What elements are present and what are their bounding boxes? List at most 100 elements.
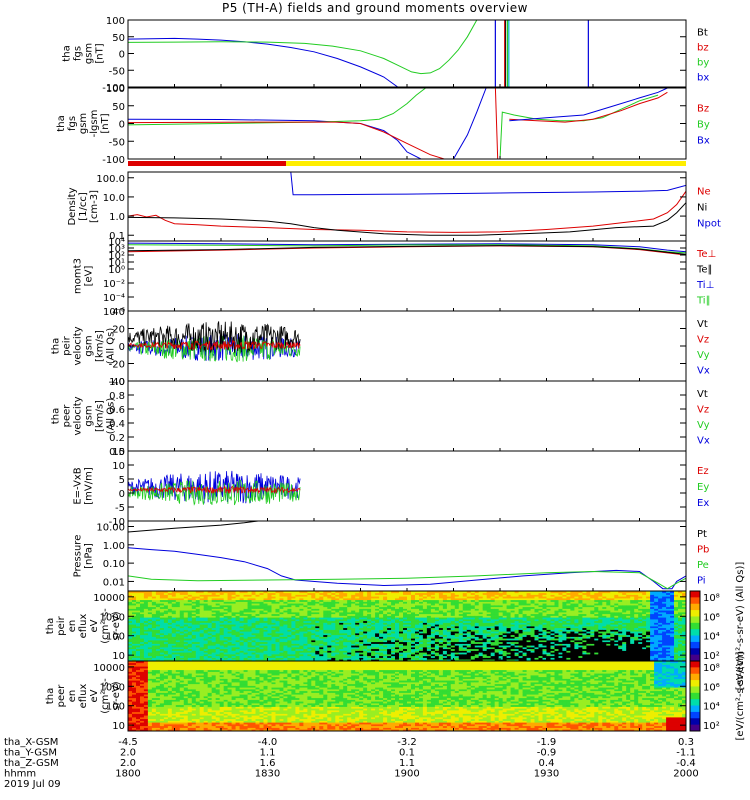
- heatmap-cell: [315, 622, 320, 625]
- heatmap-cell: [462, 633, 468, 636]
- heatmap-cell: [140, 619, 145, 622]
- heatmap-cell: [419, 626, 424, 629]
- heatmap-cell: [403, 615, 408, 618]
- heatmap-cell: [363, 599, 368, 602]
- heatmap-cell: [419, 629, 424, 632]
- heatmap-cell: [331, 592, 336, 595]
- heatmap-cell: [155, 652, 161, 655]
- heatmap-cell: [522, 596, 527, 599]
- heatmap-cell: [546, 619, 551, 622]
- heatmap-cell: [538, 617, 543, 620]
- heatmap-cell: [403, 627, 408, 630]
- heatmap-cell: [558, 626, 563, 629]
- heatmap-cell: [315, 617, 320, 620]
- heatmap-cell: [426, 652, 432, 655]
- heatmap-cell: [259, 655, 264, 658]
- heatmap-cell: [518, 629, 523, 632]
- heatmap-cell: [462, 634, 468, 637]
- heatmap-cell: [167, 606, 173, 609]
- heatmap-cell: [466, 655, 472, 658]
- heatmap-cell: [482, 648, 488, 651]
- heatmap-cell: [132, 652, 137, 655]
- heatmap-cell: [347, 640, 352, 643]
- heatmap-cell: [375, 626, 380, 629]
- heatmap-cell: [179, 612, 185, 615]
- heatmap-cell: [530, 645, 535, 648]
- heatmap-cell: [191, 643, 197, 646]
- legend-entry: Npot: [697, 219, 721, 230]
- heatmap-cell: [407, 638, 412, 641]
- heatmap-cell: [518, 640, 523, 643]
- heatmap-cell: [566, 596, 571, 599]
- heatmap-cell: [526, 634, 531, 637]
- heatmap-cell: [407, 655, 412, 658]
- heatmap-cell: [530, 591, 535, 594]
- heatmap-cell: [247, 596, 252, 599]
- heatmap-cell: [395, 605, 400, 608]
- heatmap-cell: [183, 608, 189, 611]
- heatmap-cell: [434, 617, 440, 620]
- heatmap-cell: [163, 598, 169, 601]
- heatmap-cell: [450, 633, 456, 636]
- heatmap-cell: [143, 647, 149, 650]
- heatmap-cell: [446, 647, 452, 650]
- heatmap-cell: [343, 612, 348, 615]
- heatmap-cell: [347, 606, 352, 609]
- heatmap-cell: [558, 603, 563, 606]
- series-Tepar: [128, 245, 686, 255]
- heatmap-cell: [171, 619, 177, 622]
- y-tick-label: 1.00: [103, 541, 125, 552]
- heatmap-cell: [235, 638, 240, 641]
- heatmap-cell: [582, 624, 587, 627]
- heatmap-cell: [379, 650, 384, 653]
- heatmap-cell: [215, 617, 221, 620]
- heatmap-cell: [518, 655, 523, 658]
- heatmap-cell: [195, 645, 201, 648]
- heatmap-cell: [283, 615, 288, 618]
- heatmap-cell: [582, 645, 587, 648]
- heatmap-cell: [128, 636, 133, 639]
- heatmap-cell: [442, 627, 448, 630]
- heatmap-cell: [215, 626, 221, 629]
- heatmap-cell: [474, 612, 480, 615]
- heatmap-cell: [275, 606, 280, 609]
- heatmap-cell: [231, 657, 236, 660]
- heatmap-cell: [187, 603, 193, 606]
- heatmap-cell: [323, 657, 328, 660]
- heatmap-cell: [140, 626, 145, 629]
- heatmap-cell: [395, 598, 400, 601]
- heatmap-cell: [331, 648, 336, 651]
- heatmap-cell: [407, 612, 412, 615]
- heatmap-cell: [199, 645, 205, 648]
- heatmap-cell: [255, 612, 260, 615]
- heatmap-cell: [307, 591, 312, 594]
- heatmap-cell: [319, 612, 324, 615]
- heatmap-cell: [136, 659, 141, 661]
- heatmap-cell: [558, 594, 563, 597]
- heatmap-cell: [291, 643, 296, 646]
- heatmap-cell: [263, 659, 268, 661]
- heatmap-cell: [183, 606, 189, 609]
- heatmap-cell: [391, 627, 396, 630]
- heatmap-cell: [211, 599, 217, 602]
- heatmap-cell: [136, 610, 141, 613]
- heatmap-cell: [327, 612, 332, 615]
- heatmap-cell: [335, 652, 340, 655]
- heatmap-cell: [490, 603, 496, 606]
- heatmap-cell: [303, 633, 308, 636]
- heatmap-cell: [430, 638, 436, 641]
- heatmap-cell: [530, 606, 535, 609]
- heatmap-cell: [163, 615, 169, 618]
- heatmap-cell: [327, 627, 332, 630]
- heatmap-cell: [407, 640, 412, 643]
- heatmap-cell: [438, 592, 444, 595]
- heatmap-cell: [207, 629, 213, 632]
- heatmap-cell: [183, 636, 189, 639]
- heatmap-cell: [367, 601, 372, 604]
- panel-fgs: [128, 20, 589, 87]
- heatmap-cell: [351, 645, 356, 648]
- heatmap-cell: [343, 598, 348, 601]
- heatmap-cell: [570, 659, 575, 661]
- heatmap-cell: [426, 608, 432, 611]
- heatmap-cell: [155, 631, 161, 634]
